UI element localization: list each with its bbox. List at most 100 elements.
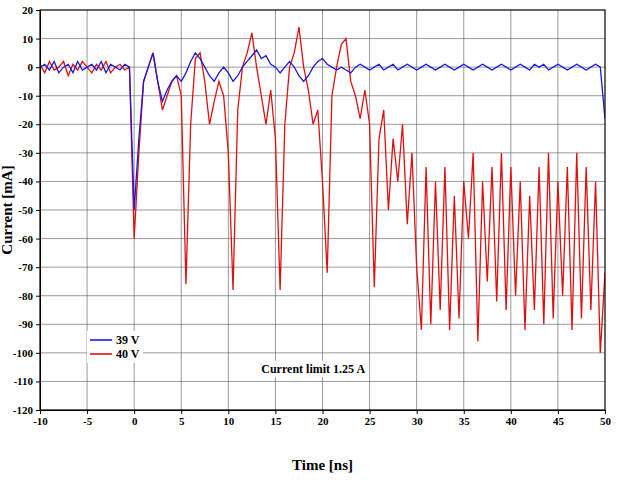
legend-label: 40 V [116, 347, 140, 361]
tick: 40 [506, 410, 518, 427]
tick-mark [36, 96, 40, 97]
tick: -100 [13, 347, 40, 359]
tick-label: 35 [459, 415, 471, 427]
tick-mark [36, 153, 40, 154]
y-axis-title: Current [mA] [0, 165, 15, 254]
legend: 39 V40 V [87, 331, 143, 363]
tick: 25 [365, 410, 377, 427]
tick: 45 [553, 410, 565, 427]
tick-mark [605, 410, 606, 414]
tick-mark [134, 410, 135, 414]
grid-line [40, 381, 605, 382]
legend-swatch [90, 353, 112, 355]
grid-line [40, 267, 605, 268]
x-axis: -10 -5 0 5 10 15 20 25 30 35 40 45 50 [33, 410, 611, 427]
legend-label: 39 V [116, 333, 140, 347]
tick-label: -10 [33, 415, 48, 427]
tick: -30 [18, 147, 40, 159]
tick-mark [323, 410, 324, 414]
tick: 15 [270, 410, 282, 427]
tick-mark [464, 410, 465, 414]
tick-mark [36, 67, 40, 68]
tick: 20 [318, 410, 330, 427]
tick-mark [558, 410, 559, 414]
x-axis-title: Time [ns] [292, 457, 353, 473]
tick-label: -80 [18, 290, 33, 302]
tick: 0 [28, 61, 41, 73]
tick: -70 [18, 261, 40, 273]
tick: 20 [22, 4, 40, 16]
tick-mark [275, 410, 276, 414]
grid-line [40, 210, 605, 211]
tick: -5 [83, 410, 93, 427]
tick-label: -5 [83, 415, 93, 427]
tick-mark [36, 296, 40, 297]
series-line [40, 27, 605, 353]
plot: -10-505101520253035404550-120-110-100-90… [13, 4, 612, 427]
axis-line [36, 11, 41, 411]
tick-label: -20 [18, 118, 33, 130]
tick: 5 [179, 410, 185, 427]
tick-label: 0 [28, 61, 34, 73]
tick-label: -110 [13, 375, 33, 387]
grid-line [40, 238, 605, 239]
grid-line [40, 152, 605, 153]
grid-line [40, 124, 605, 125]
tick-label: 45 [553, 415, 565, 427]
legend-background [87, 331, 143, 363]
tick-mark [36, 353, 40, 354]
grid-line [40, 295, 605, 296]
tick-mark [36, 39, 40, 40]
tick-mark [417, 410, 418, 414]
tick-mark [36, 267, 40, 268]
tick: -10 [33, 410, 48, 427]
tick-label: 20 [318, 415, 330, 427]
y-axis: -120-110-100-90-80-70-60-50-40-30-20-100… [13, 4, 41, 416]
tick-label: 15 [270, 415, 282, 427]
tick-label: 0 [132, 415, 138, 427]
tick-mark [370, 410, 371, 414]
tick-mark [36, 410, 40, 411]
tick-label: -30 [18, 147, 33, 159]
tick-label: -120 [13, 404, 34, 416]
tick-label: -70 [18, 261, 33, 273]
tick: 50 [600, 410, 612, 427]
plot-background [40, 10, 605, 410]
tick: -10 [18, 90, 40, 102]
tick: 10 [223, 410, 235, 427]
grid-line [40, 95, 605, 96]
tick-label: 10 [223, 415, 235, 427]
tick-label: 50 [600, 415, 612, 427]
tick-label: 25 [365, 415, 377, 427]
tick-label: 10 [22, 33, 34, 45]
tick-mark [36, 381, 40, 382]
tick: -90 [18, 318, 40, 330]
tick: -120 [13, 404, 40, 416]
series-group [40, 27, 605, 353]
tick-label: -50 [18, 204, 33, 216]
tick-label: -90 [18, 318, 33, 330]
chart: -10-505101520253035404550-120-110-100-90… [0, 0, 617, 482]
series-line [40, 50, 605, 210]
tick-mark [36, 324, 40, 325]
tick-label: -60 [18, 233, 33, 245]
tick: -60 [18, 233, 40, 245]
tick-mark [36, 124, 40, 125]
annotation-background [259, 361, 367, 377]
tick-mark [36, 210, 40, 211]
tick: -50 [18, 204, 40, 216]
tick: 0 [132, 410, 138, 427]
grid [40, 10, 605, 410]
tick-label: 5 [179, 415, 185, 427]
tick-mark [511, 410, 512, 414]
grid-line [40, 324, 605, 325]
grid-line [40, 38, 605, 39]
tick-mark [36, 181, 40, 182]
tick: -40 [18, 175, 40, 187]
tick-label: 20 [22, 4, 34, 16]
tick: 10 [22, 33, 40, 45]
tick: -110 [13, 375, 40, 387]
tick: 30 [412, 410, 424, 427]
tick: -20 [18, 118, 40, 130]
tick-label: 30 [412, 415, 424, 427]
